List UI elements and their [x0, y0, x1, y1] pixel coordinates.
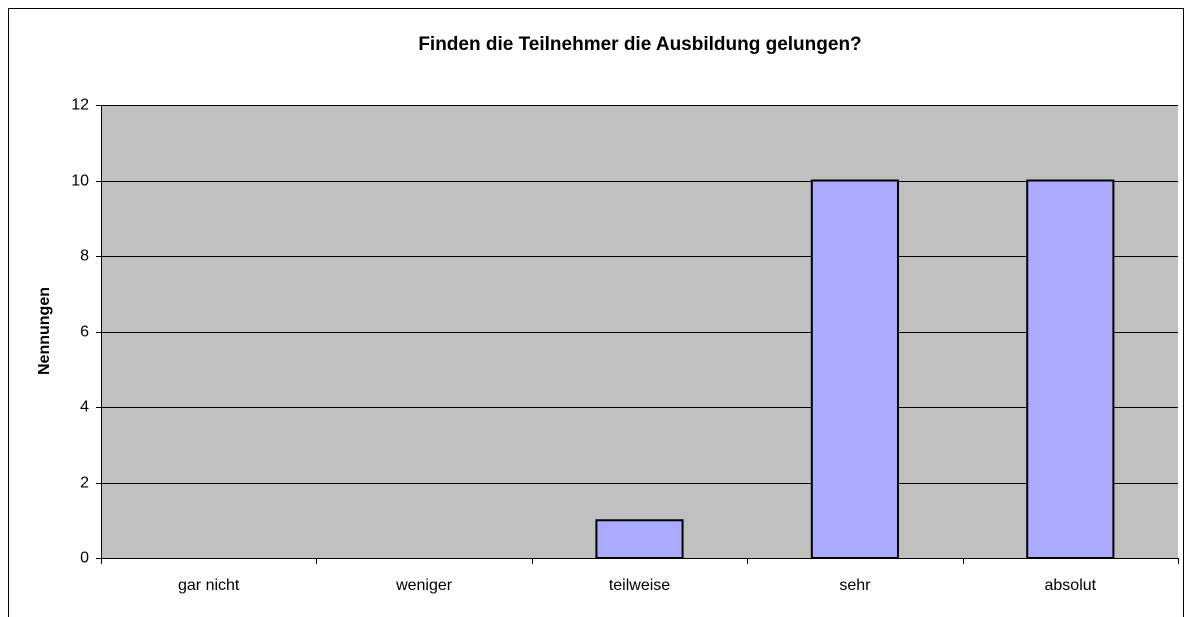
x-tick-label: weniger: [395, 577, 453, 594]
y-tick-label: 2: [80, 475, 89, 492]
y-tick-label: 8: [80, 248, 89, 265]
x-tick-label: sehr: [839, 577, 871, 594]
y-tick-label: 4: [80, 399, 89, 416]
chart-border: [8, 8, 1184, 617]
plot-area: [101, 105, 1178, 558]
x-tick-label: gar nicht: [178, 577, 240, 594]
y-tick-label: 12: [71, 97, 89, 114]
y-tick-label: 6: [80, 324, 89, 341]
y-axis-label: Nennungen: [36, 287, 53, 375]
y-tick-label: 0: [80, 550, 89, 567]
x-tick-label: absolut: [1045, 577, 1097, 594]
chart-title: Finden die Teilnehmer die Ausbildung gel…: [418, 34, 861, 55]
bar: [810, 179, 899, 559]
bar: [595, 519, 684, 559]
x-tick-label: teilweise: [609, 577, 670, 594]
bar: [1026, 179, 1115, 559]
y-tick-label: 10: [71, 173, 89, 190]
